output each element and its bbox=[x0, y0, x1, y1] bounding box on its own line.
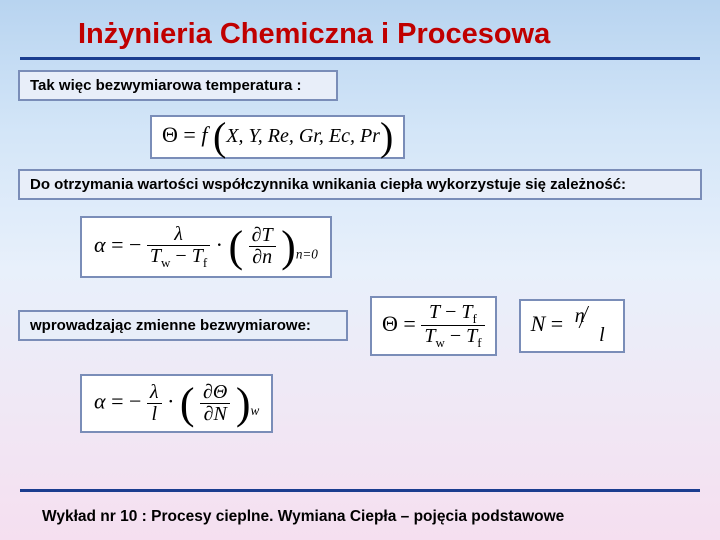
eq3-frac: T − Tf Tw − Tf bbox=[421, 302, 484, 350]
text-box-1: Tak więc bezwymiarowa temperatura : bbox=[18, 70, 338, 101]
eq2-Tw: T bbox=[150, 245, 161, 267]
eq1-args: X, Y, Re, Gr, Ec, Pr bbox=[226, 125, 380, 147]
eq5-subend: w bbox=[251, 403, 260, 418]
eq5-frac2: ∂Θ ∂N bbox=[200, 382, 230, 425]
eq5-lparen: ( bbox=[180, 386, 195, 421]
eq2-lparen: ( bbox=[228, 229, 243, 264]
eq5-dot: · bbox=[167, 388, 180, 413]
footer-text: Wykład nr 10 : Procesy cieplne. Wymiana … bbox=[0, 508, 720, 526]
eq4-slash: ⁄ bbox=[582, 299, 585, 337]
eq2-Tf-sub: f bbox=[203, 255, 207, 270]
eq1-f: f bbox=[201, 122, 207, 147]
eq2-frac1: λ Tw − Tf bbox=[147, 224, 210, 270]
eq2-Tf: T bbox=[192, 245, 203, 267]
eq2-alpha: α bbox=[94, 232, 106, 257]
eq5-alpha: α bbox=[94, 388, 106, 413]
page-title: Inżynieria Chemiczna i Procesowa bbox=[0, 0, 720, 57]
eq3-Tf2-sub: f bbox=[477, 335, 481, 350]
top-divider bbox=[20, 57, 700, 60]
eq4-N: N bbox=[531, 311, 546, 336]
eq2-lambda: λ bbox=[174, 223, 183, 245]
eq3-T: T bbox=[429, 301, 440, 323]
inline-row: wprowadzając zmienne bezwymiarowe: Θ = T… bbox=[18, 296, 720, 356]
eq1-rparen: ) bbox=[380, 121, 393, 153]
eq2-subend: n=0 bbox=[296, 246, 318, 261]
equation-row-5: α = − λ l · ( ∂Θ ∂N )w bbox=[0, 374, 720, 433]
equation-1: Θ = f (X, Y, Re, Gr, Ec, Pr) bbox=[150, 115, 405, 159]
eq3-theta: Θ bbox=[382, 311, 398, 336]
equation-4: N = n ⁄ l bbox=[519, 299, 625, 353]
eq3-Tw: T bbox=[424, 325, 435, 347]
eq1-lhs: Θ bbox=[162, 122, 178, 147]
equation-row-1: Θ = f (X, Y, Re, Gr, Ec, Pr) bbox=[0, 115, 720, 159]
equation-5: α = − λ l · ( ∂Θ ∂N )w bbox=[80, 374, 273, 433]
eq1-equals: = bbox=[183, 122, 201, 147]
eq5-eq: = − bbox=[111, 388, 147, 413]
eq5-dN: ∂N bbox=[200, 404, 230, 425]
eq5-lambda: λ bbox=[147, 382, 162, 404]
eq2-dot: · bbox=[216, 232, 229, 257]
text-box-3: wprowadzając zmienne bezwymiarowe: bbox=[18, 310, 348, 341]
eq5-dTh: ∂Θ bbox=[200, 382, 230, 404]
text-box-2: Do otrzymania wartości współczynnika wni… bbox=[18, 169, 702, 200]
eq4-eq: = bbox=[551, 311, 569, 336]
eq5-rparen: ) bbox=[236, 386, 251, 421]
equation-3: Θ = T − Tf Tw − Tf bbox=[370, 296, 497, 356]
eq2-frac2: ∂T ∂n bbox=[249, 225, 276, 268]
eq2-dn: ∂n bbox=[249, 247, 276, 268]
eq4-frac: n ⁄ l bbox=[569, 307, 613, 345]
bottom-divider bbox=[20, 489, 700, 492]
eq5-l: l bbox=[147, 404, 162, 425]
equation-2: α = − λ Tw − Tf · ( ∂T ∂n )n=0 bbox=[80, 216, 332, 278]
eq2-Tw-sub: w bbox=[161, 255, 170, 270]
eq2-dT: ∂T bbox=[249, 225, 276, 247]
eq2-eq: = − bbox=[111, 232, 147, 257]
eq4-l: l bbox=[599, 324, 605, 347]
eq3-Tf-sub: f bbox=[473, 311, 477, 326]
eq1-lparen: ( bbox=[213, 121, 226, 153]
eq3-Tf: T bbox=[461, 301, 472, 323]
eq3-eq: = bbox=[403, 311, 421, 336]
eq3-Tf2: T bbox=[466, 325, 477, 347]
eq3-Tw-sub: w bbox=[435, 335, 444, 350]
eq5-frac1: λ l bbox=[147, 382, 162, 425]
equation-row-2: α = − λ Tw − Tf · ( ∂T ∂n )n=0 bbox=[0, 216, 720, 278]
eq2-rparen: ) bbox=[281, 229, 296, 264]
